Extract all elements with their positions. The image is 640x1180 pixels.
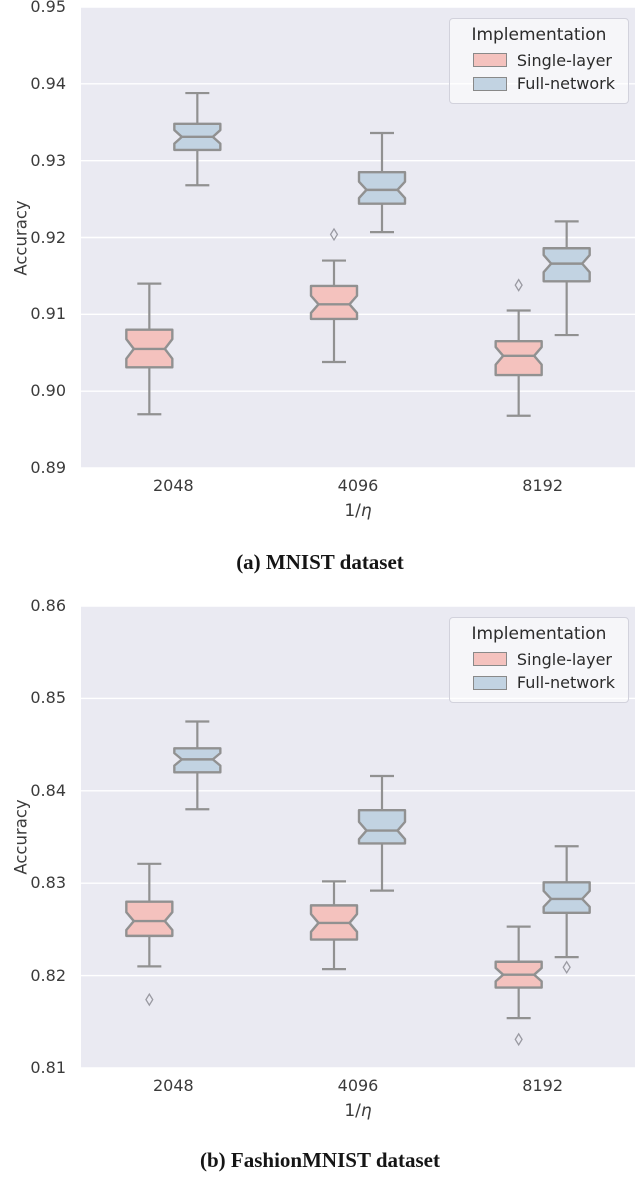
x-axis-label-text: 1/ [344,501,361,521]
legend-item-full-network: Full-network [463,75,615,93]
y-tick-label: 0.86 [30,596,66,615]
outlier-marker [514,278,523,292]
legend-label: Single-layer [516,50,612,70]
legend: Implementation Single-layer Full-network [448,18,629,104]
box-group-full-network-8192 [542,845,591,975]
legend-swatch [472,53,507,68]
x-tick-label: 4096 [337,1076,379,1095]
box-full-network [357,170,407,205]
y-tick-label: 0.81 [30,1058,66,1077]
legend-swatch [472,652,507,667]
boxplot-canvas [81,7,635,468]
y-tick-label: 0.83 [30,873,66,893]
eta-symbol: η [360,501,372,521]
box-group-single-layer-8192 [494,278,543,417]
y-tick-label: 0.95 [30,0,66,16]
legend-title: Implementation [471,624,607,644]
y-tick-label: 0.93 [30,150,66,170]
box-full-network [357,809,407,845]
subfigure-caption-b: (b) FashionMNIST dataset [200,1148,440,1172]
legend-label: Full-network [516,74,615,94]
y-tick-label: 0.94 [30,73,66,93]
legend: Implementation Single-layer Full-network [448,617,629,703]
legend-item-single-layer: Single-layer [463,649,615,669]
box-single-layer [494,340,543,377]
box-single-layer [125,900,174,938]
box-group-single-layer-2048 [125,862,174,1007]
y-tick-label: 0.85 [30,688,66,708]
x-tick-label: 2048 [152,476,194,495]
subfigure-caption-a: (a) MNIST dataset [236,550,404,574]
boxplot-canvas [81,606,635,1068]
x-tick-label: 8192 [522,1076,564,1095]
legend-label: Single-layer [516,649,612,669]
box-single-layer [309,284,359,321]
y-tick-label: 0.92 [30,227,66,247]
legend-swatch [472,675,507,690]
eta-symbol: η [360,1101,372,1121]
box-group-single-layer-4096 [309,227,359,364]
x-axis-label: 1/η [81,501,635,521]
legend-item-full-network: Full-network [463,674,615,692]
x-tick-label: 2048 [152,1076,194,1095]
x-axis-label-text: 1/ [344,1101,361,1121]
x-tick-label: 8192 [522,476,564,495]
outlier-marker [145,992,154,1007]
legend-label: Full-network [516,673,615,693]
box-group-full-network-2048 [173,720,222,811]
outlier-marker [514,1032,523,1047]
y-tick-label: 0.82 [30,965,66,985]
legend-title: Implementation [471,25,607,45]
outlier-marker [329,227,339,242]
box-group-single-layer-4096 [309,880,359,971]
chart-fashionmnist: Accuracy Implementation Single-layer Full… [0,596,640,1139]
plot-area: Implementation Single-layer Full-network [81,7,635,468]
plot-area: Implementation Single-layer Full-network [81,606,635,1068]
box-group-single-layer-8192 [494,925,543,1047]
x-axis-label: 1/η [81,1101,635,1121]
outlier-marker [562,960,571,975]
y-axis-label: Accuracy [11,799,31,875]
legend-item-single-layer: Single-layer [463,50,615,70]
x-tick-label: 4096 [337,476,379,495]
box-group-full-network-8192 [542,220,591,337]
box-group-full-network-2048 [173,91,222,187]
box-full-network [542,881,591,914]
y-tick-label: 0.90 [30,381,66,401]
y-tick-label: 0.91 [30,304,66,324]
y-tick-label: 0.84 [30,780,66,800]
box-group-full-network-4096 [357,774,407,892]
chart-mnist: Accuracy Implementation Single-layer Full… [0,0,640,540]
y-tick-label: 0.89 [30,458,66,477]
legend-swatch [472,76,507,91]
box-group-single-layer-2048 [125,282,174,416]
box-group-full-network-4096 [357,131,407,234]
